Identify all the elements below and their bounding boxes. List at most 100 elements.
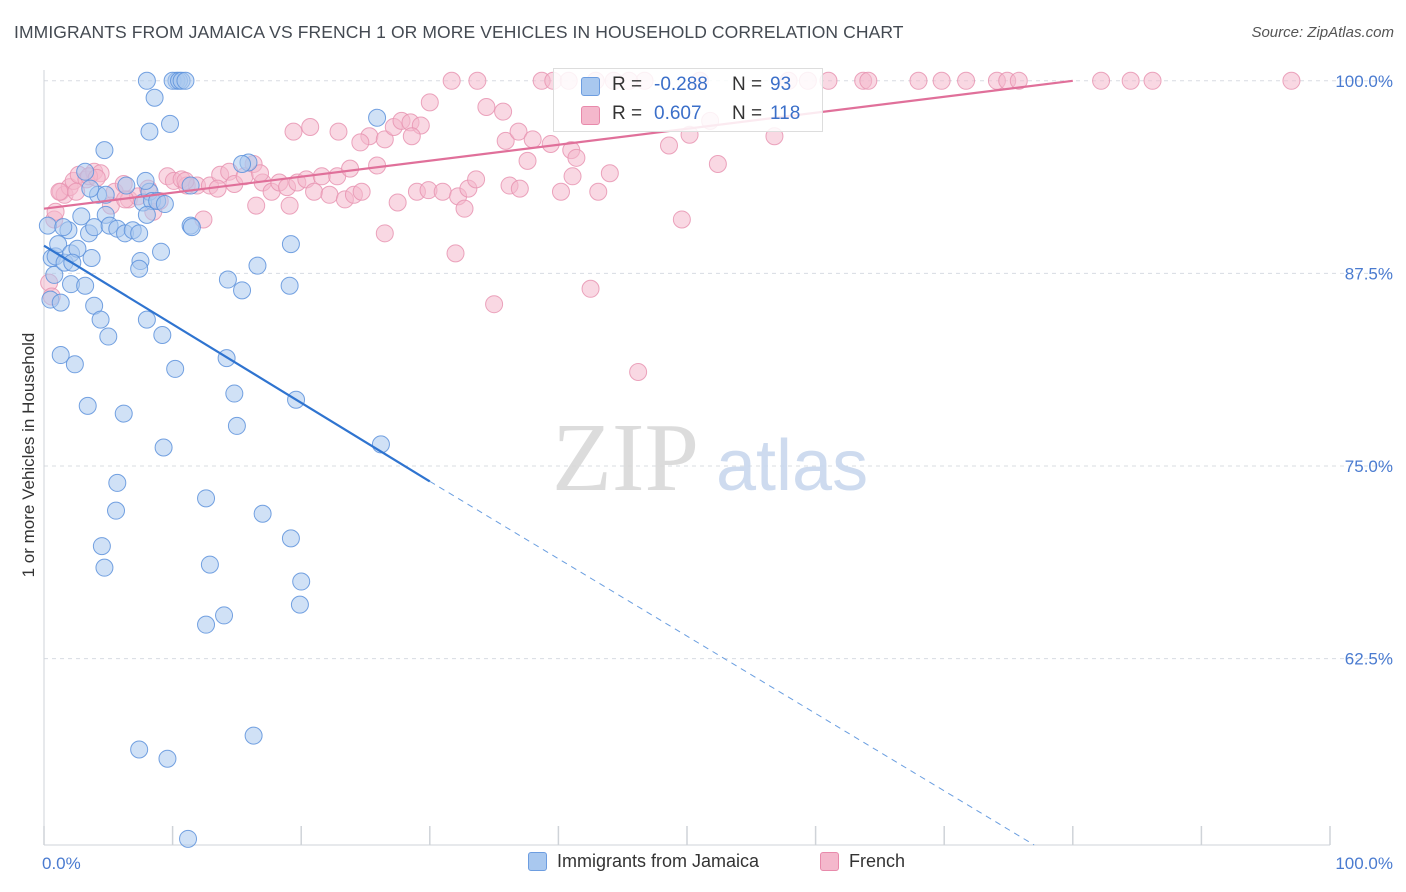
point-french [859,71,878,90]
tick-labels: 100.0% 87.5% 75.0% 62.5% 0.0% 100.0% [42,72,1393,873]
point-jamaica [166,359,185,378]
point-jamaica [290,595,309,614]
y-tick-label: 87.5% [1345,264,1393,283]
stats-swatch-french [581,106,600,125]
axes [43,70,1331,846]
legend-item-jamaica[interactable]: Immigrants from Jamaica [528,851,759,872]
chart-title: IMMIGRANTS FROM JAMAICA VS FRENCH 1 OR M… [14,22,904,42]
point-jamaica [81,179,100,198]
point-jamaica [182,218,201,237]
point-french [320,185,339,204]
point-french [351,133,370,152]
point-jamaica [65,355,84,374]
point-french [1009,71,1028,90]
trend-line-jamaica [43,244,431,483]
point-french [672,210,691,229]
point-jamaica [248,256,267,275]
point-french [247,196,266,215]
stats-row-french: R = 0.607 N = 118 [554,100,822,130]
stats-r-value-jamaica: -0.288 [654,74,708,95]
trend-line-jamaica-extension [429,480,1035,846]
point-french [312,167,331,186]
point-jamaica [95,558,114,577]
point-jamaica [137,71,156,90]
point-jamaica [51,293,70,312]
point-french [352,182,371,201]
point-jamaica [233,281,252,300]
legend: Immigrants from Jamaica French [0,851,1406,879]
point-french [551,182,570,201]
point-french [932,71,951,90]
point-french [341,159,360,178]
legend-label-french: French [849,851,906,871]
point-french [305,182,324,201]
point-french [442,71,461,90]
x-tick-label-start: 0.0% [42,854,81,873]
y-tick-label: 75.0% [1345,457,1393,476]
point-jamaica [130,259,149,278]
point-jamaica [49,235,68,254]
point-french [329,122,348,141]
legend-swatch-french [820,852,839,871]
legend-label-jamaica: Immigrants from Jamaica [557,851,760,871]
point-jamaica [161,114,180,133]
point-french [50,182,69,201]
point-jamaica [244,726,263,745]
point-french [659,136,678,155]
point-french [518,151,537,170]
point-jamaica [281,529,300,548]
point-french [280,196,299,215]
point-french [1092,71,1111,90]
point-jamaica [72,207,91,226]
stats-n-value-french: 118 [770,103,801,124]
point-jamaica [99,327,118,346]
point-french [477,97,496,116]
point-jamaica [215,606,234,625]
point-jamaica [155,195,174,214]
point-french [284,122,303,141]
point-jamaica [82,248,101,267]
point-french [1121,71,1140,90]
point-jamaica [92,537,111,556]
point-jamaica [292,572,311,591]
point-french [510,179,529,198]
point-french [375,224,394,243]
point-jamaica [96,185,115,204]
point-jamaica [200,555,219,574]
point-jamaica [114,404,133,423]
stats-n-value-jamaica: 93 [770,74,792,95]
point-jamaica [158,749,177,768]
legend-item-french[interactable]: French [820,851,905,872]
trend-lines [43,79,1073,846]
point-french [433,182,452,201]
point-french [1282,71,1301,90]
point-jamaica [197,489,216,508]
point-jamaica [233,154,252,173]
stats-n-label: N = [732,103,763,124]
y-tick-label: 62.5% [1345,650,1393,669]
point-jamaica [38,216,57,235]
stats-r-value-french: 0.607 [654,103,702,124]
point-jamaica [218,270,237,289]
point-french [909,71,928,90]
point-jamaica [108,473,127,492]
point-jamaica [78,396,97,415]
watermark: ZIP atlas [552,404,868,512]
point-jamaica [197,615,216,634]
point-jamaica [179,829,198,848]
point-jamaica [368,108,387,127]
point-jamaica [107,501,126,520]
point-french [388,193,407,212]
point-french [301,118,320,137]
watermark-atlas: atlas [716,426,868,506]
point-jamaica [253,504,272,523]
watermark-zip: ZIP [552,404,699,512]
point-jamaica [140,122,159,141]
point-jamaica [130,224,149,243]
point-jamaica [91,310,110,329]
point-jamaica [76,276,95,295]
point-jamaica [95,141,114,160]
point-jamaica [280,276,299,295]
x-tick-label-end: 100.0% [1335,854,1393,873]
